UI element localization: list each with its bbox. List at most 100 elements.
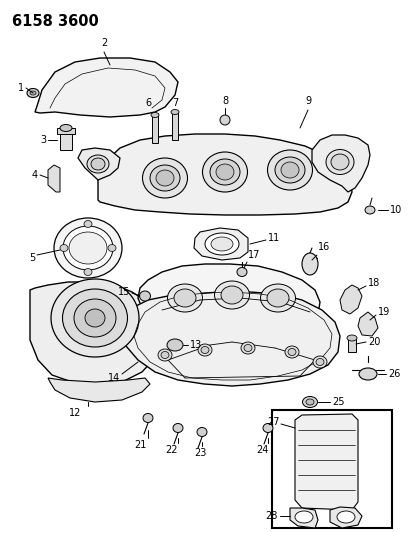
Text: 27: 27 (268, 417, 280, 427)
Ellipse shape (27, 88, 39, 98)
Text: 20: 20 (368, 337, 380, 347)
Ellipse shape (365, 206, 375, 214)
Bar (172, 112, 178, 140)
Text: 13: 13 (190, 340, 202, 350)
Ellipse shape (205, 233, 239, 255)
Text: 22: 22 (166, 445, 178, 455)
Ellipse shape (331, 154, 349, 170)
Ellipse shape (216, 164, 234, 180)
Ellipse shape (244, 344, 252, 351)
Ellipse shape (198, 344, 212, 356)
Text: 28: 28 (266, 511, 278, 521)
Text: 2: 2 (101, 38, 107, 48)
Text: 5: 5 (29, 253, 35, 263)
Ellipse shape (69, 232, 107, 264)
Bar (57, 128, 75, 134)
Ellipse shape (63, 226, 113, 270)
Bar (152, 115, 158, 143)
Bar (348, 338, 356, 352)
Ellipse shape (142, 158, 188, 198)
Text: 7: 7 (172, 98, 178, 108)
Polygon shape (358, 312, 378, 336)
Ellipse shape (275, 157, 305, 183)
Ellipse shape (151, 112, 159, 117)
Ellipse shape (140, 291, 151, 301)
Ellipse shape (306, 399, 314, 405)
Ellipse shape (288, 349, 296, 356)
Ellipse shape (168, 284, 202, 312)
Text: 10: 10 (390, 205, 402, 215)
Ellipse shape (85, 309, 105, 327)
Ellipse shape (167, 339, 183, 351)
Text: 21: 21 (134, 440, 146, 450)
Ellipse shape (295, 511, 313, 523)
Text: 23: 23 (194, 448, 206, 458)
Ellipse shape (84, 269, 92, 276)
Ellipse shape (87, 155, 109, 173)
Text: 11: 11 (268, 233, 280, 243)
Ellipse shape (171, 109, 179, 115)
Ellipse shape (337, 511, 355, 523)
Text: 15: 15 (118, 287, 130, 297)
Text: 19: 19 (378, 307, 390, 317)
Polygon shape (330, 507, 362, 528)
Polygon shape (98, 134, 352, 215)
Text: 12: 12 (69, 408, 81, 418)
Ellipse shape (161, 351, 169, 359)
Text: 25: 25 (332, 397, 344, 407)
Text: 24: 24 (256, 445, 268, 455)
Ellipse shape (30, 91, 36, 95)
Ellipse shape (91, 158, 105, 170)
Ellipse shape (201, 346, 209, 353)
Ellipse shape (156, 170, 174, 186)
Text: 6158 3600: 6158 3600 (12, 14, 99, 29)
Ellipse shape (158, 349, 172, 361)
Polygon shape (30, 282, 160, 384)
Ellipse shape (316, 359, 324, 366)
Ellipse shape (313, 356, 327, 368)
Ellipse shape (221, 286, 243, 304)
Polygon shape (312, 135, 370, 192)
Ellipse shape (347, 335, 357, 341)
Ellipse shape (60, 125, 72, 132)
Bar (272, 410, 392, 528)
Text: 14: 14 (108, 373, 120, 383)
Polygon shape (290, 508, 318, 528)
Ellipse shape (108, 245, 116, 252)
Ellipse shape (263, 424, 273, 432)
Ellipse shape (215, 281, 250, 309)
Ellipse shape (241, 342, 255, 354)
Ellipse shape (74, 299, 116, 337)
Text: 1: 1 (18, 83, 24, 93)
Text: 18: 18 (368, 278, 380, 288)
Ellipse shape (51, 279, 139, 357)
Ellipse shape (326, 149, 354, 174)
Ellipse shape (211, 237, 233, 251)
Text: 17: 17 (248, 250, 260, 260)
Polygon shape (48, 378, 150, 402)
Ellipse shape (237, 268, 247, 277)
Polygon shape (48, 165, 60, 192)
Text: 8: 8 (222, 96, 228, 106)
Polygon shape (295, 414, 358, 510)
Ellipse shape (62, 289, 127, 347)
Ellipse shape (268, 150, 313, 190)
Ellipse shape (54, 218, 122, 278)
Ellipse shape (302, 397, 317, 408)
Text: 3: 3 (40, 135, 46, 145)
Polygon shape (35, 58, 178, 117)
Ellipse shape (359, 368, 377, 380)
Ellipse shape (173, 424, 183, 432)
Ellipse shape (174, 289, 196, 307)
Polygon shape (340, 285, 362, 314)
Polygon shape (78, 148, 120, 180)
Ellipse shape (210, 159, 240, 185)
Text: 6: 6 (145, 98, 151, 108)
Text: 26: 26 (388, 369, 400, 379)
Ellipse shape (60, 245, 68, 252)
Ellipse shape (267, 289, 289, 307)
Polygon shape (118, 292, 340, 386)
Ellipse shape (150, 165, 180, 191)
Ellipse shape (202, 152, 248, 192)
Ellipse shape (285, 346, 299, 358)
